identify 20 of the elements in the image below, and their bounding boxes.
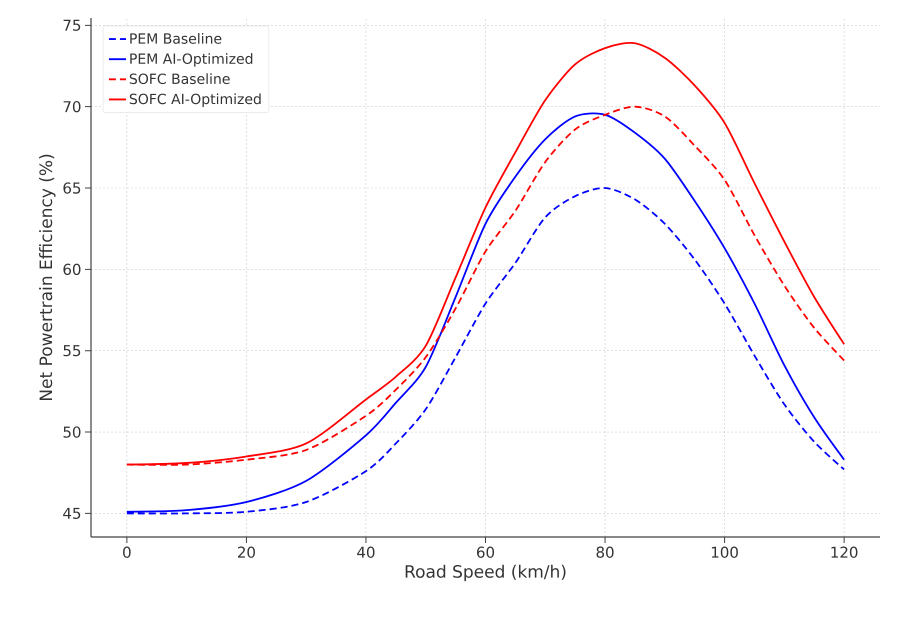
x-axis-title: Road Speed (km/h) [406,564,566,582]
x-tick-label: 40 [357,546,374,558]
y-axis-title: Net Powertrain Efficiency (%) [39,154,56,400]
y-tick-label: 65 [63,182,80,194]
x-tick-label: 0 [123,546,131,558]
legend-label: PEM Baseline [130,32,222,44]
x-tick-label: 60 [477,546,494,558]
legend-label: SOFC AI-Optimized [130,93,261,107]
y-tick-label: 75 [64,20,80,31]
y-tick-label: 60 [63,264,80,276]
y-tick-label: 50 [64,426,80,438]
legend-label: PEM AI-Optimized [130,53,252,67]
y-tick-label: 70 [64,100,80,112]
x-tick-label: 120 [831,546,858,558]
y-tick-label: 45 [63,508,80,519]
y-tick-label: 55 [64,345,80,356]
legend-label: SOFC Baseline [130,73,230,84]
x-tick-label: 100 [712,546,738,558]
x-tick-label: 80 [596,546,614,558]
x-tick-label: 20 [238,546,255,558]
